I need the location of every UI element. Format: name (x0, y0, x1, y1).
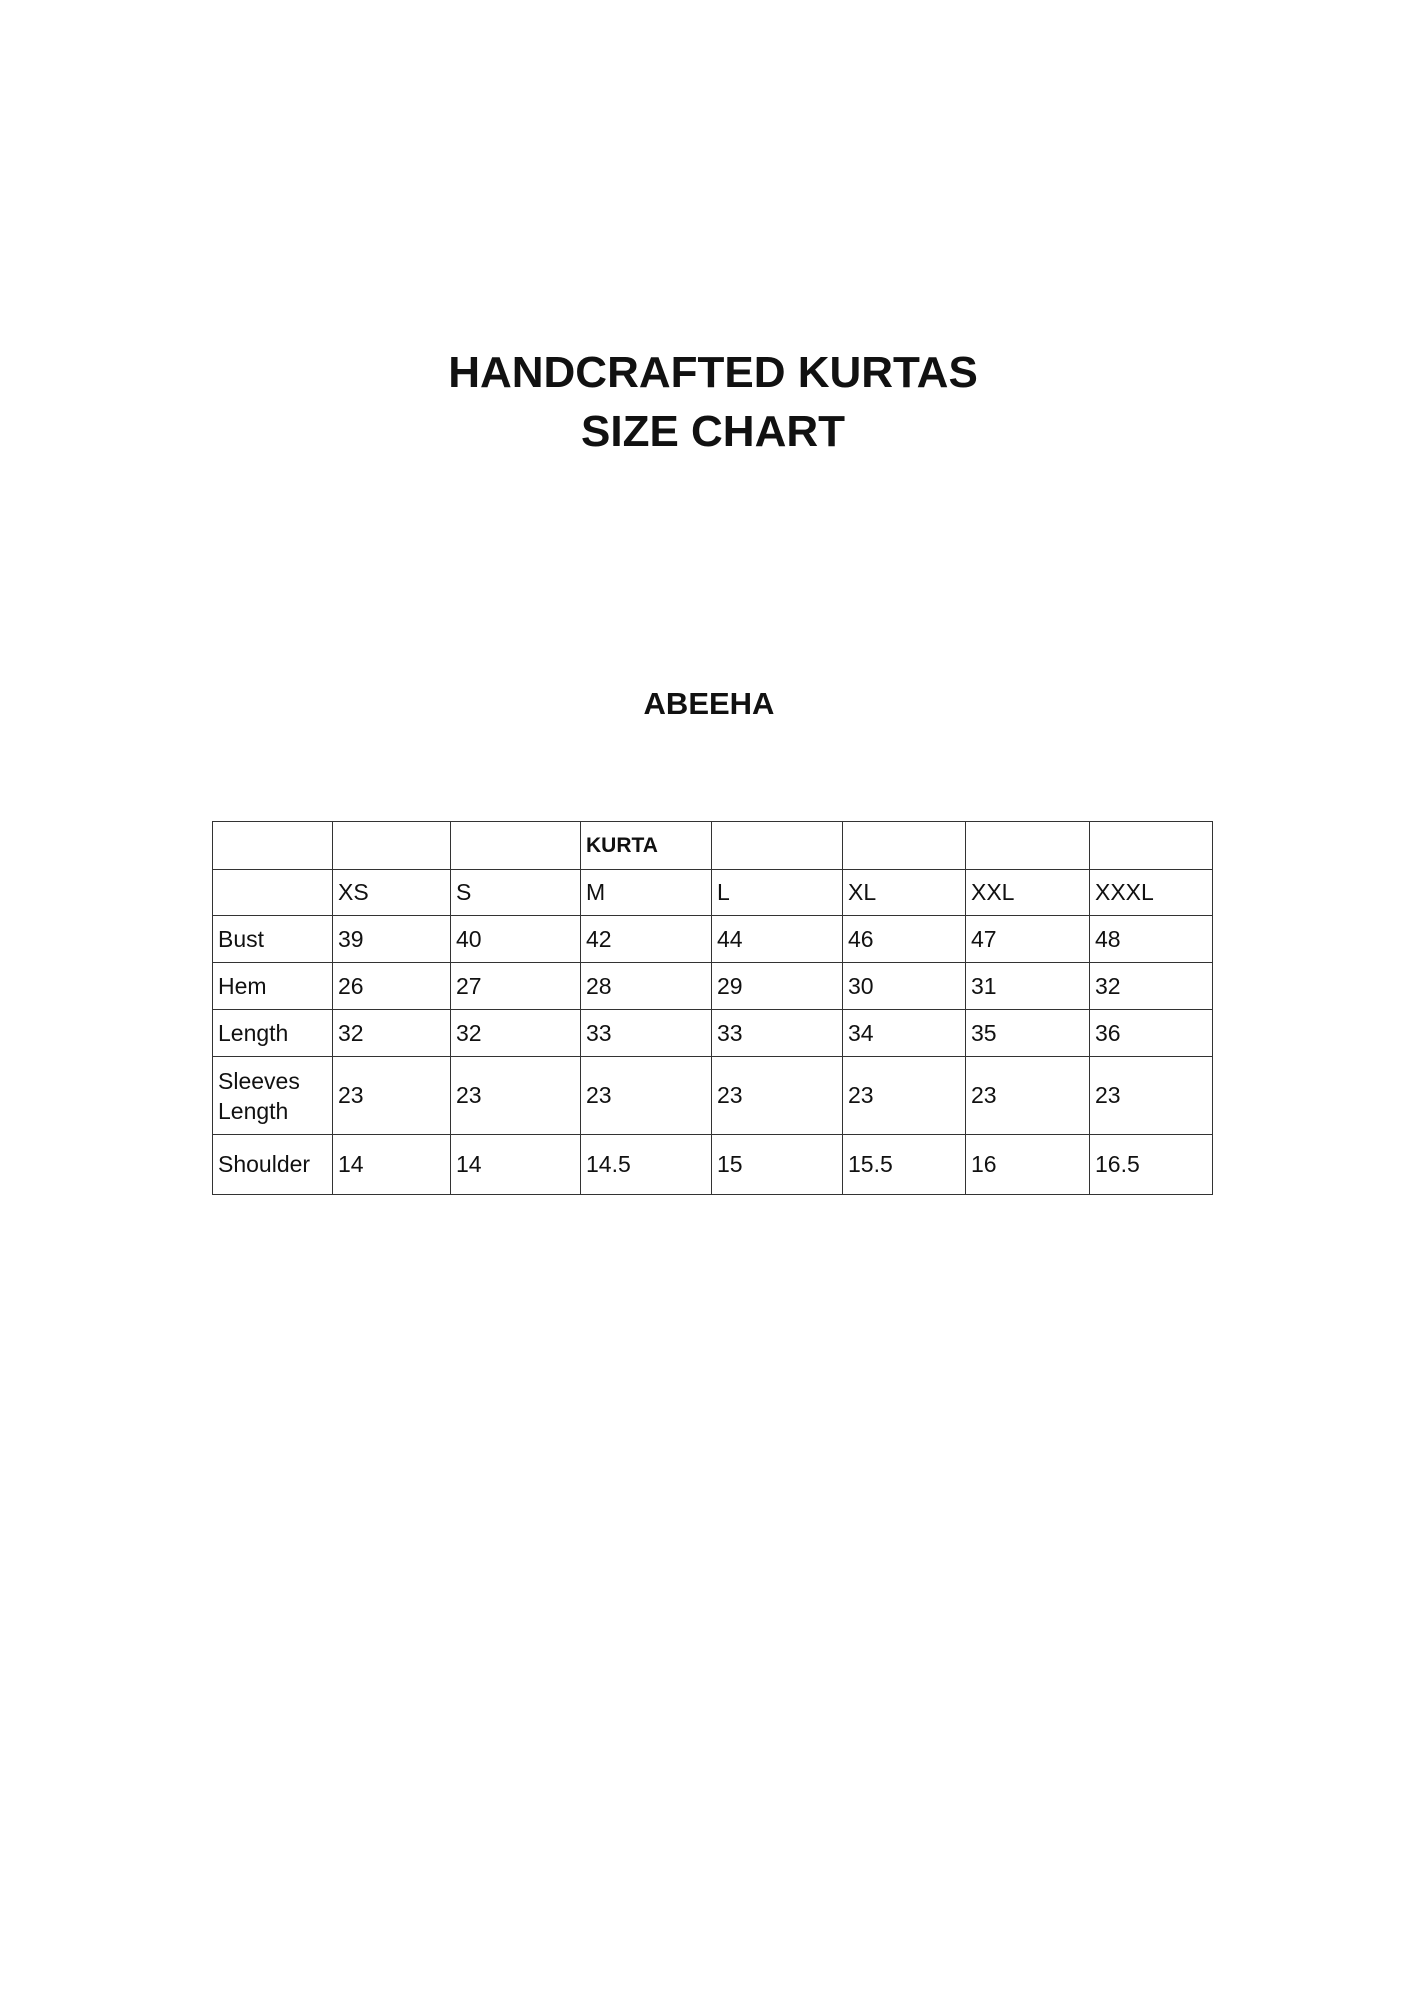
table-cell (212, 869, 333, 916)
value-cell: 28 (580, 962, 712, 1010)
table-cell (450, 821, 581, 870)
product-name: ABEEHA (643, 686, 775, 721)
value-cell: 31 (965, 962, 1090, 1010)
row-label: Shoulder (212, 1134, 333, 1195)
size-cell: L (711, 869, 843, 916)
value-cell: 15.5 (842, 1134, 966, 1195)
value-cell: 35 (965, 1009, 1090, 1057)
value-cell: 32 (450, 1009, 581, 1057)
value-cell: 30 (842, 962, 966, 1010)
value-cell: 29 (711, 962, 843, 1010)
table-cell (1089, 821, 1213, 870)
row-label: Length (212, 1009, 333, 1057)
value-cell: 42 (580, 915, 712, 963)
size-cell: XL (842, 869, 966, 916)
value-cell: 14.5 (580, 1134, 712, 1195)
size-cell: XXL (965, 869, 1090, 916)
size-cell: S (450, 869, 581, 916)
value-cell: 23 (580, 1056, 712, 1135)
value-cell: 23 (1089, 1056, 1213, 1135)
value-cell: 23 (711, 1056, 843, 1135)
table-cell (212, 821, 333, 870)
table-row: Shoulder 14 14 14.5 15 15.5 16 16.5 (212, 1134, 1213, 1195)
value-cell: 40 (450, 915, 581, 963)
value-cell: 16.5 (1089, 1134, 1213, 1195)
value-cell: 47 (965, 915, 1090, 963)
value-cell: 39 (332, 915, 451, 963)
table-cell (332, 821, 451, 870)
value-cell: 46 (842, 915, 966, 963)
value-cell: 48 (1089, 915, 1213, 963)
value-cell: 33 (580, 1009, 712, 1057)
row-label: Bust (212, 915, 333, 963)
value-cell: 14 (332, 1134, 451, 1195)
document-subtitle: SIZE CHART (581, 407, 845, 456)
table-cell (711, 821, 843, 870)
size-cell: XS (332, 869, 451, 916)
value-cell: 23 (965, 1056, 1090, 1135)
table-cell (965, 821, 1090, 870)
size-chart-table: KURTA XS S M L XL XXL XXXL Bust 39 40 42 44 4… (212, 821, 1213, 1195)
value-cell: 15 (711, 1134, 843, 1195)
table-row: Hem 26 27 28 29 30 31 32 (212, 962, 1213, 1010)
sizes-row: XS S M L XL XXL XXXL (212, 869, 1213, 916)
value-cell: 23 (332, 1056, 451, 1135)
table-row: Bust 39 40 42 44 46 47 48 (212, 915, 1213, 963)
row-label: Sleeves Length (212, 1056, 333, 1135)
value-cell: 36 (1089, 1009, 1213, 1057)
size-cell: XXXL (1089, 869, 1213, 916)
value-cell: 26 (332, 962, 451, 1010)
value-cell: 32 (332, 1009, 451, 1057)
table-cell (842, 821, 966, 870)
row-label: Hem (212, 962, 333, 1010)
value-cell: 16 (965, 1134, 1090, 1195)
value-cell: 27 (450, 962, 581, 1010)
table-row: Sleeves Length 23 23 23 23 23 23 23 (212, 1056, 1213, 1135)
value-cell: 32 (1089, 962, 1213, 1010)
value-cell: 33 (711, 1009, 843, 1057)
size-cell: M (580, 869, 712, 916)
document-title: HANDCRAFTED KURTAS (448, 348, 978, 397)
table-row: Length 32 32 33 33 34 35 36 (212, 1009, 1213, 1057)
value-cell: 34 (842, 1009, 966, 1057)
group-header-cell: KURTA (580, 821, 712, 870)
value-cell: 44 (711, 915, 843, 963)
table-header-row: KURTA (212, 821, 1213, 870)
value-cell: 23 (450, 1056, 581, 1135)
value-cell: 14 (450, 1134, 581, 1195)
value-cell: 23 (842, 1056, 966, 1135)
